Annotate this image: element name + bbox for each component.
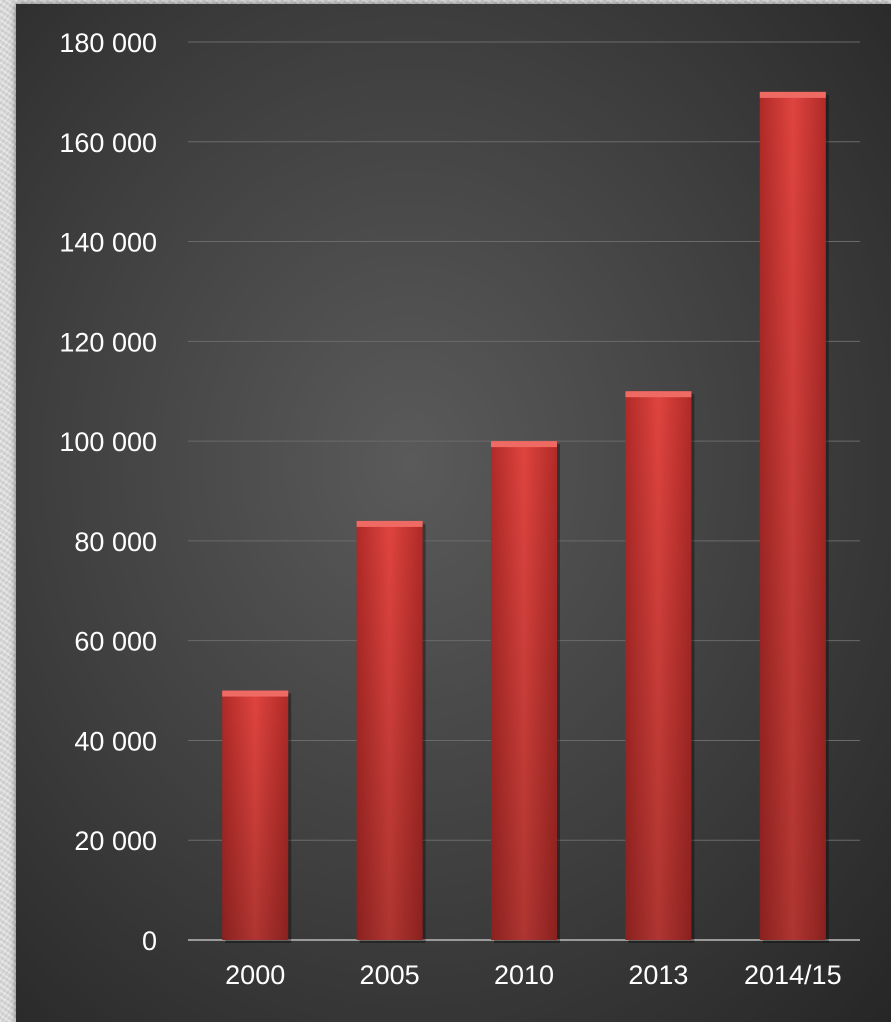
x-tick-label: 2005 [360, 960, 420, 990]
bars [222, 91, 829, 943]
y-tick-label: 160 000 [59, 128, 157, 158]
bar-top-bevel [759, 91, 826, 98]
y-tick-label: 40 000 [74, 726, 157, 756]
y-tick-label: 20 000 [74, 826, 157, 856]
y-tick-label: 180 000 [59, 28, 157, 58]
y-tick-label: 120 000 [59, 327, 157, 357]
bar-shade [625, 391, 692, 940]
y-tick-label: 60 000 [74, 627, 157, 657]
bar [356, 520, 426, 943]
bar-shade [356, 520, 423, 940]
x-tick-label: 2000 [225, 960, 285, 990]
bar [222, 690, 292, 943]
y-tick-label: 100 000 [59, 427, 157, 457]
bar-top-bevel [491, 441, 557, 448]
x-axis-tick-labels: 2000 2005 2010 2013 2014/15 [225, 960, 841, 990]
x-tick-label: 2014/15 [744, 960, 842, 990]
y-axis-tick-labels: 0 20 000 40 000 60 000 80 000 100 000 120 000 1… [59, 28, 157, 956]
bar-top-bevel [222, 690, 289, 697]
bar [625, 391, 695, 943]
bar [491, 441, 560, 943]
bar-top-bevel [625, 391, 692, 398]
y-tick-label: 80 000 [74, 527, 157, 557]
chart-panel [16, 4, 891, 1022]
bar [759, 91, 829, 943]
x-tick-label: 2010 [494, 960, 554, 990]
bar-shade [491, 441, 557, 940]
bar-shade [222, 690, 289, 940]
bar-shade [759, 91, 826, 940]
x-tick-label: 2013 [628, 960, 688, 990]
y-tick-label: 0 [142, 926, 157, 956]
y-tick-label: 140 000 [59, 228, 157, 258]
bar-top-bevel [356, 520, 423, 527]
